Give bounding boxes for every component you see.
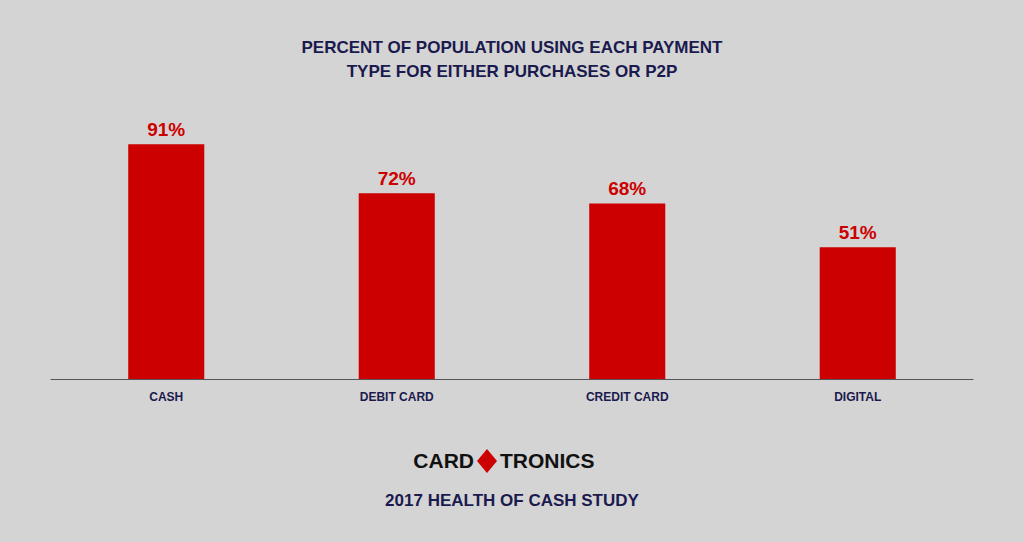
svg-text:TYPE FOR EITHER PURCHASES OR P: TYPE FOR EITHER PURCHASES OR P2P [347, 62, 678, 81]
svg-text:91%: 91% [147, 119, 185, 140]
svg-text:CREDIT CARD: CREDIT CARD [586, 390, 669, 404]
svg-text:DEBIT CARD: DEBIT CARD [360, 390, 434, 404]
svg-text:TRONICS: TRONICS [500, 449, 595, 472]
svg-text:51%: 51% [839, 222, 877, 243]
svg-text:CARD: CARD [413, 449, 474, 472]
svg-text:PERCENT OF POPULATION USING EA: PERCENT OF POPULATION USING EACH PAYMENT [302, 38, 724, 57]
svg-text:DIGITAL: DIGITAL [834, 390, 881, 404]
svg-text:72%: 72% [378, 168, 416, 189]
svg-text:2017 HEALTH OF CASH STUDY: 2017 HEALTH OF CASH STUDY [385, 491, 639, 510]
svg-text:CASH: CASH [149, 390, 183, 404]
svg-text:68%: 68% [608, 178, 646, 199]
